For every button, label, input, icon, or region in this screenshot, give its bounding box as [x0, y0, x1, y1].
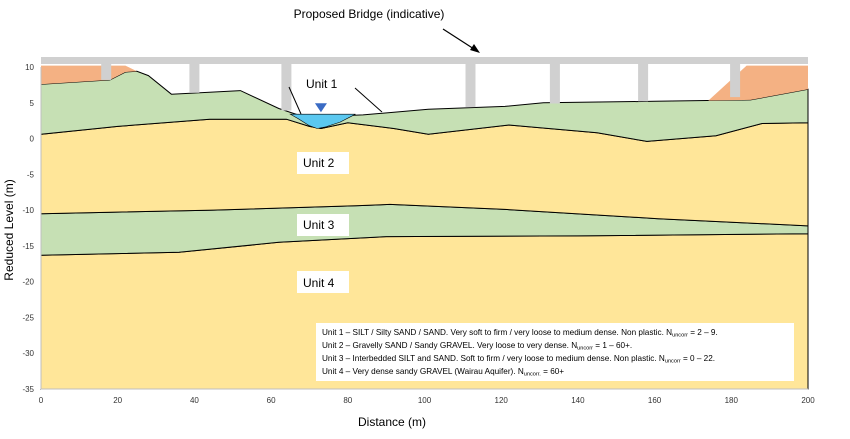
legend-unit-2: Unit 2 – Gravelly SAND / Sandy GRAVEL. V…	[322, 341, 632, 352]
x-tick-label: 80	[343, 396, 352, 405]
x-axis-title: Distance (m)	[358, 415, 426, 429]
unit-2-label-box: Unit 2	[297, 152, 349, 174]
unit-3-label: Unit 3	[303, 218, 335, 232]
bridge-pier	[281, 64, 292, 111]
bridge-pier	[189, 64, 200, 93]
y-tick-label: -25	[22, 313, 34, 322]
legend-box: Unit 1 – SILT / Silty SAND / SAND. Very …	[316, 323, 794, 381]
unit-2-label: Unit 2	[303, 156, 335, 170]
x-tick-label: 120	[495, 396, 509, 405]
y-tick-label: -10	[22, 206, 34, 215]
legend-unit-3: Unit 3 – Interbedded SILT and SAND. Soft…	[322, 354, 715, 365]
unit-4-label: Unit 4	[303, 276, 335, 290]
x-tick-label: 160	[648, 396, 662, 405]
bridge-pier	[101, 64, 112, 80]
river-water	[289, 113, 356, 129]
bridge-deck	[41, 57, 808, 64]
x-axis: 0 20 40 60 80 100 120 140 160 180 200	[39, 388, 815, 405]
x-tick-label: 40	[190, 396, 199, 405]
y-tick-label: 10	[25, 63, 34, 72]
y-tick-label: -35	[22, 385, 34, 394]
x-tick-label: 140	[571, 396, 585, 405]
unit-1-label: Unit 1	[306, 77, 338, 91]
bridge-title: Proposed Bridge (indicative)	[294, 7, 445, 21]
x-tick-label: 100	[418, 396, 432, 405]
y-tick-label: -30	[22, 349, 34, 358]
y-tick-label: -20	[22, 278, 34, 287]
x-tick-label: 200	[801, 396, 815, 405]
water-level-marker-icon	[314, 103, 327, 113]
legend-unit-1: Unit 1 – SILT / Silty SAND / SAND. Very …	[322, 328, 718, 339]
x-tick-label: 180	[725, 396, 739, 405]
legend-unit-4: Unit 4 – Very dense sandy GRAVEL (Wairau…	[322, 367, 564, 378]
unit-3-label-box: Unit 3	[297, 214, 349, 236]
bridge-pier	[638, 64, 649, 102]
x-tick-label: 0	[39, 396, 44, 405]
bridge-pier	[549, 64, 560, 104]
x-tick-label: 20	[113, 396, 122, 405]
y-tick-label: -15	[22, 242, 34, 251]
unit-4-label-box: Unit 4	[297, 271, 349, 293]
plot-area	[40, 57, 809, 390]
proposed-bridge	[41, 57, 808, 111]
bridge-pier	[730, 64, 741, 98]
bridge-pier	[465, 64, 476, 108]
bridge-arrow	[442, 28, 480, 53]
y-tick-label: 5	[30, 99, 35, 108]
y-axis: 10 5 0 -5 -10 -15 -20 -25 -30 -35	[22, 63, 42, 394]
y-tick-label: 0	[30, 135, 35, 144]
left-embankment-fill	[41, 65, 137, 85]
y-axis-title: Reduced Level (m)	[2, 179, 16, 280]
y-tick-label: -5	[27, 170, 35, 179]
unit-1-label-box: Unit 1	[288, 73, 383, 115]
x-tick-label: 60	[267, 396, 276, 405]
